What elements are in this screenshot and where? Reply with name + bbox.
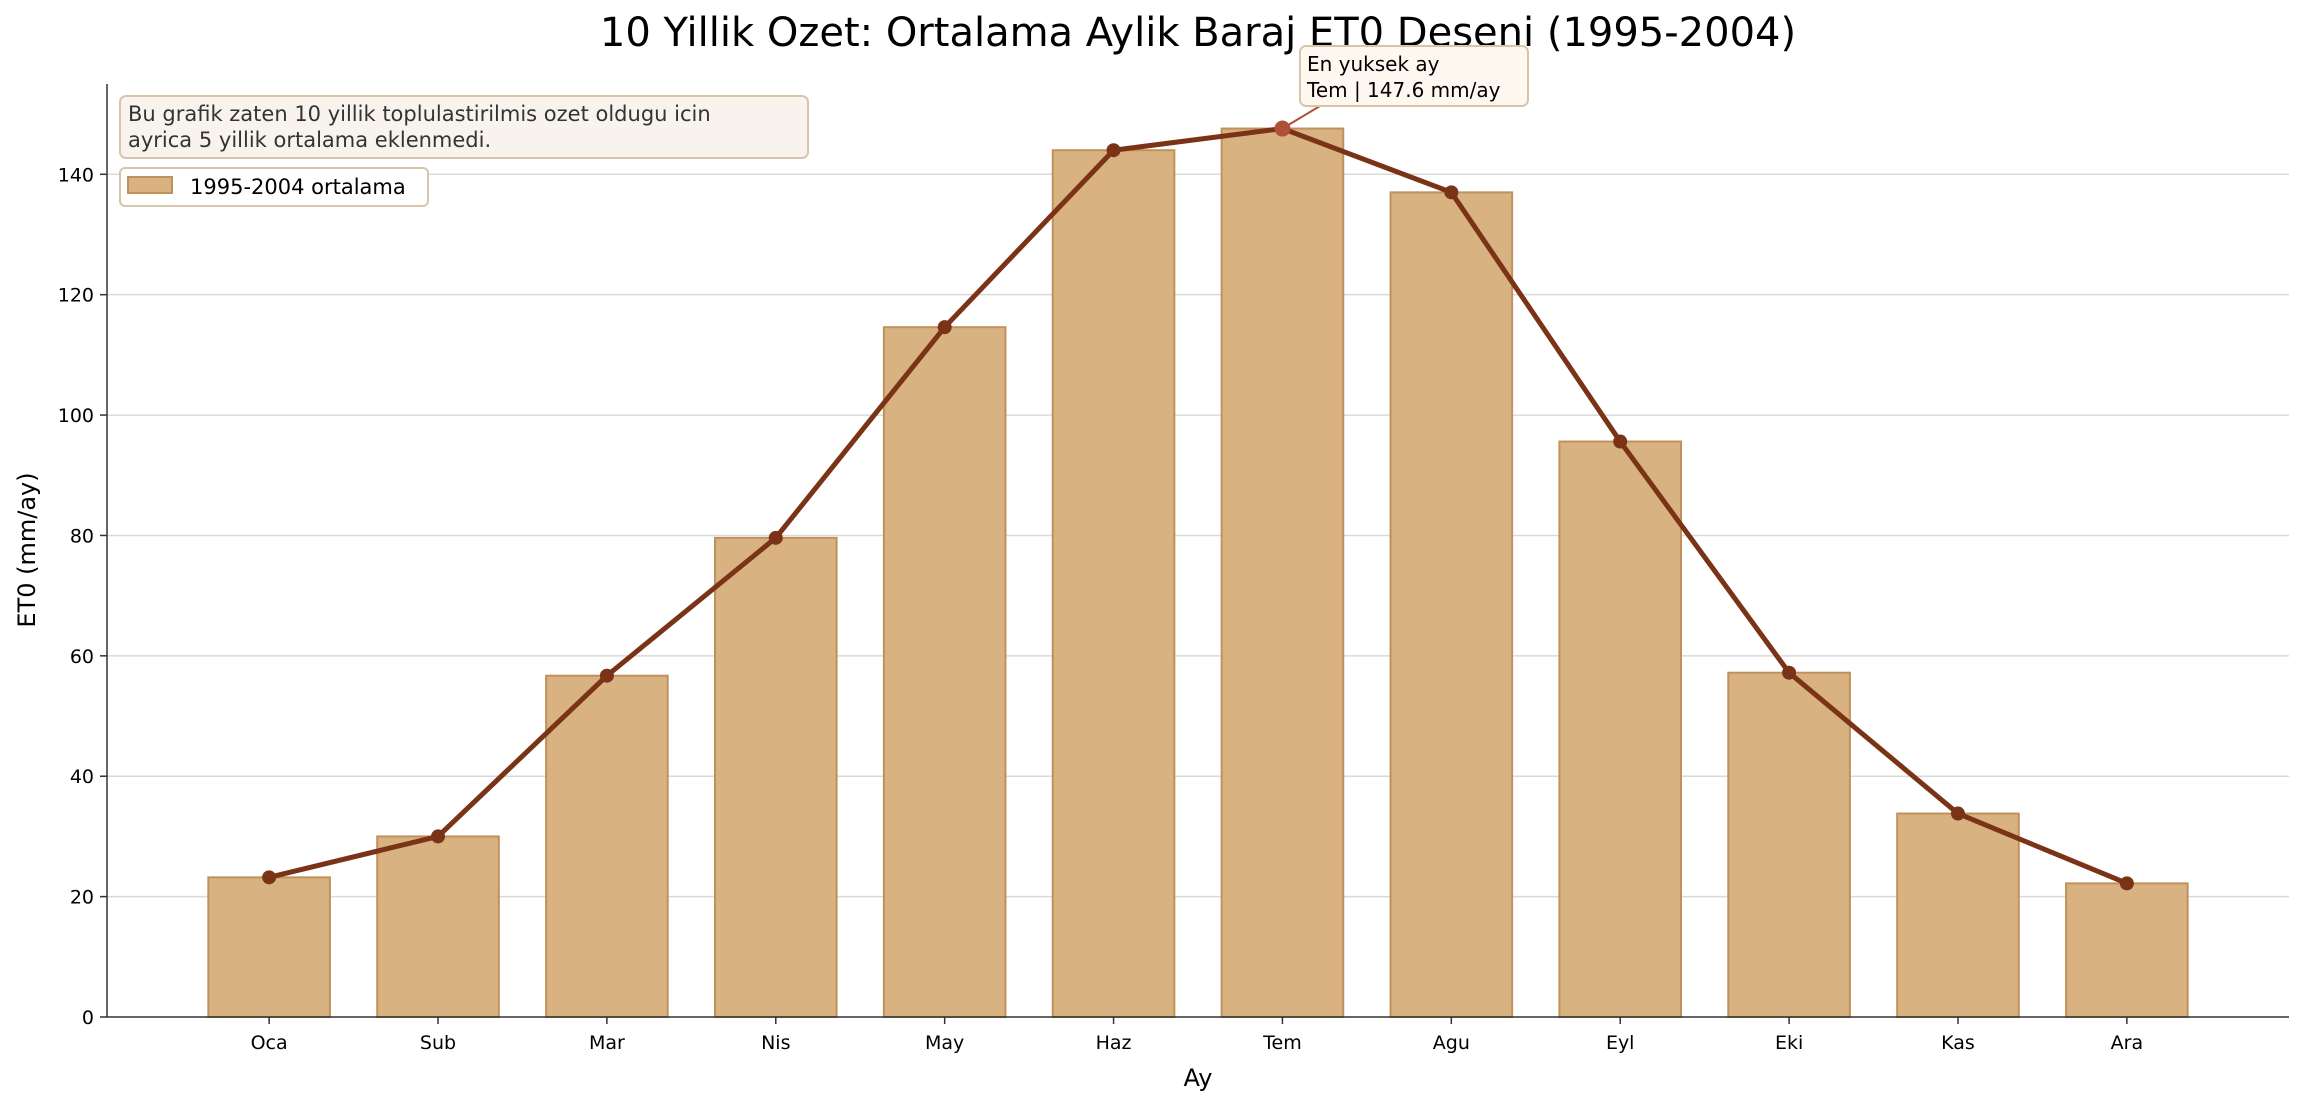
y-tick-label: 60 xyxy=(70,646,94,668)
x-tick-label: Eki xyxy=(1775,1032,1803,1054)
y-tick-label: 0 xyxy=(82,1007,94,1029)
x-tick-label: May xyxy=(925,1032,964,1054)
x-tick-label: Mar xyxy=(589,1032,625,1054)
bar xyxy=(1558,440,1683,1018)
data-point xyxy=(768,530,783,545)
chart-title: 10 Yillik Ozet: Ortalama Aylik Baraj ET0… xyxy=(600,10,1796,56)
data-point xyxy=(937,320,952,335)
bar xyxy=(207,876,331,1018)
bar xyxy=(1727,671,1851,1019)
x-tick-label: Oca xyxy=(251,1032,288,1054)
y-tick-label: 140 xyxy=(58,164,94,186)
data-point xyxy=(599,668,614,683)
y-axis-label: ET0 (mm/ay) xyxy=(13,472,41,627)
bar xyxy=(1220,127,1345,1019)
y-tick-label: 120 xyxy=(58,285,94,307)
x-tick-label: Sub xyxy=(420,1032,456,1054)
x-tick-label: Eyl xyxy=(1606,1032,1635,1054)
bar xyxy=(713,536,838,1019)
y-tick-label: 80 xyxy=(70,525,94,547)
y-tick-label: 100 xyxy=(58,405,94,427)
x-axis-label: Ay xyxy=(1184,1064,1213,1092)
data-point xyxy=(2119,876,2134,891)
bar xyxy=(545,674,669,1018)
bar xyxy=(1896,812,2020,1018)
data-point xyxy=(1106,143,1121,158)
x-tick-label: Tem xyxy=(1262,1032,1302,1054)
legend: 1995-2004 ortalama xyxy=(119,167,429,207)
legend-swatch xyxy=(127,176,173,194)
data-point xyxy=(1444,185,1459,200)
y-tick-label: 40 xyxy=(70,766,94,788)
data-point xyxy=(431,829,446,844)
annotation-line-1: En yuksek ay xyxy=(1307,52,1440,76)
legend-label: 1995-2004 ortalama xyxy=(190,175,406,199)
note-line-2: ayrica 5 yillik ortalama eklenmedi. xyxy=(128,128,491,152)
x-tick-label: Haz xyxy=(1096,1032,1132,1054)
y-tick-label: 20 xyxy=(70,887,94,909)
bar xyxy=(1389,191,1514,1018)
annotation-line-2: Tem | 147.6 mm/ay xyxy=(1306,78,1501,102)
note-line-1: Bu grafik zaten 10 yillik toplulastirilm… xyxy=(128,102,711,126)
note-box: Bu grafik zaten 10 yillik toplulastirilm… xyxy=(119,95,809,159)
bar xyxy=(882,326,1007,1018)
x-tick-label: Kas xyxy=(1941,1032,1975,1054)
x-tick-label: Agu xyxy=(1433,1032,1470,1054)
series-line xyxy=(268,126,2128,886)
bar xyxy=(376,835,500,1019)
x-tick-label: Nis xyxy=(761,1032,790,1054)
data-point xyxy=(1950,806,1965,821)
peak-annotation: En yuksek ay Tem | 147.6 mm/ay xyxy=(1281,45,1529,130)
data-point xyxy=(1613,434,1628,449)
x-tick-label: Ara xyxy=(2111,1032,2143,1054)
data-point xyxy=(1782,665,1797,680)
bar xyxy=(2065,882,2189,1018)
bar xyxy=(1051,149,1176,1019)
data-point xyxy=(262,870,277,885)
annotation-arrow xyxy=(1281,105,1321,130)
